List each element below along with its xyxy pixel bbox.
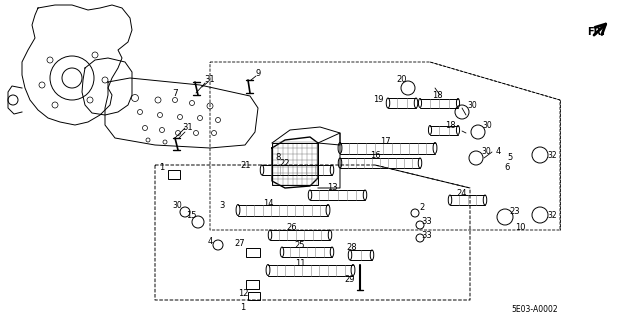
Bar (248, 292, 260, 300)
Text: 31: 31 (182, 123, 193, 132)
Text: FR.: FR. (587, 27, 605, 37)
Text: 23: 23 (509, 207, 520, 217)
Text: 22: 22 (280, 159, 291, 167)
Text: 26: 26 (287, 224, 298, 233)
Bar (272, 143, 318, 185)
Text: 30: 30 (481, 147, 491, 157)
Text: 27: 27 (235, 240, 245, 249)
Text: 14: 14 (263, 198, 273, 207)
Text: 13: 13 (326, 183, 337, 192)
Text: 15: 15 (186, 211, 196, 220)
Text: 3: 3 (220, 201, 225, 210)
Text: 19: 19 (372, 95, 383, 105)
Text: 25: 25 (295, 241, 305, 250)
Text: 24: 24 (457, 189, 467, 197)
Text: 33: 33 (422, 218, 433, 226)
Text: 32: 32 (547, 211, 557, 219)
Text: 29: 29 (345, 276, 355, 285)
Text: 32: 32 (547, 151, 557, 160)
Bar (246, 248, 260, 257)
Bar (168, 170, 180, 179)
Text: 20: 20 (397, 76, 407, 85)
Bar (246, 280, 259, 289)
Text: 5: 5 (508, 153, 513, 162)
Text: 18: 18 (445, 122, 455, 130)
Text: 30: 30 (172, 202, 182, 211)
Text: 30: 30 (467, 100, 477, 109)
Text: 18: 18 (432, 92, 442, 100)
Text: 30: 30 (482, 121, 492, 130)
Text: 9: 9 (255, 69, 260, 78)
Text: 28: 28 (347, 243, 357, 253)
Text: 16: 16 (370, 152, 380, 160)
Text: 4: 4 (207, 236, 212, 246)
Text: 1: 1 (159, 164, 164, 173)
Text: 5E03-A0002: 5E03-A0002 (512, 306, 558, 315)
Text: 33: 33 (422, 231, 433, 240)
Text: 12: 12 (237, 288, 248, 298)
Text: 4: 4 (495, 147, 500, 157)
Text: 8: 8 (275, 152, 281, 161)
Text: 1: 1 (241, 302, 246, 311)
Text: 10: 10 (515, 224, 525, 233)
Text: 7: 7 (172, 88, 178, 98)
Text: 6: 6 (504, 164, 509, 173)
Text: 11: 11 (295, 258, 305, 268)
Text: 21: 21 (241, 160, 252, 169)
Text: 31: 31 (205, 76, 215, 85)
Text: 17: 17 (380, 137, 390, 145)
Text: 2: 2 (419, 204, 424, 212)
